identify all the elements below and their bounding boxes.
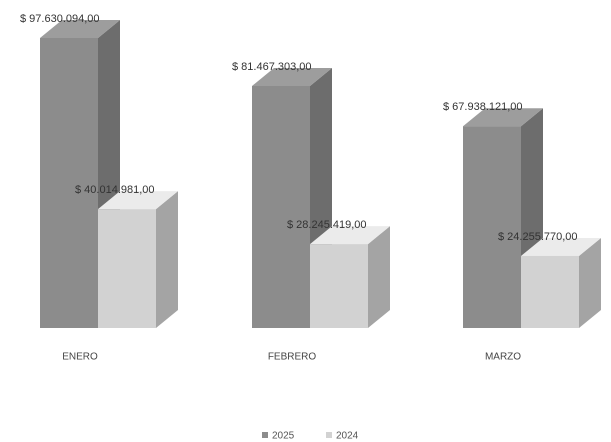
bar [252,68,332,328]
bar-front [310,244,368,328]
data-label: $ 40.014.981,00 [75,184,155,196]
bar-top [310,226,390,245]
data-label: $ 81.467.303,00 [232,61,312,73]
bar-front [252,86,310,328]
bar [98,191,178,328]
bar-side [579,237,601,328]
bar-side [368,226,390,328]
bar-top [521,237,601,256]
data-label: $ 97.630.094,00 [20,13,100,25]
bar [521,237,601,328]
legend-swatch [326,432,332,438]
bar [310,226,390,328]
bar-side [156,191,178,328]
bar-front [463,126,521,329]
bar-front [40,38,98,328]
x-tick-label: MARZO [485,352,521,363]
legend-label: 2024 [336,431,359,442]
legend-label: 2025 [272,431,295,442]
bar-top [463,108,543,127]
x-tick-label: ENERO [62,352,98,363]
data-label: $ 67.938.121,00 [443,101,523,113]
bar-front [98,209,156,328]
data-label: $ 28.245.419,00 [287,219,367,231]
data-label: $ 24.255.770,00 [498,231,578,243]
legend-swatch [262,432,268,438]
bar-top [252,68,332,87]
bar-top [98,191,178,210]
bar-front [521,255,579,328]
bar-top [40,20,120,38]
x-tick-label: FEBRERO [268,352,317,363]
